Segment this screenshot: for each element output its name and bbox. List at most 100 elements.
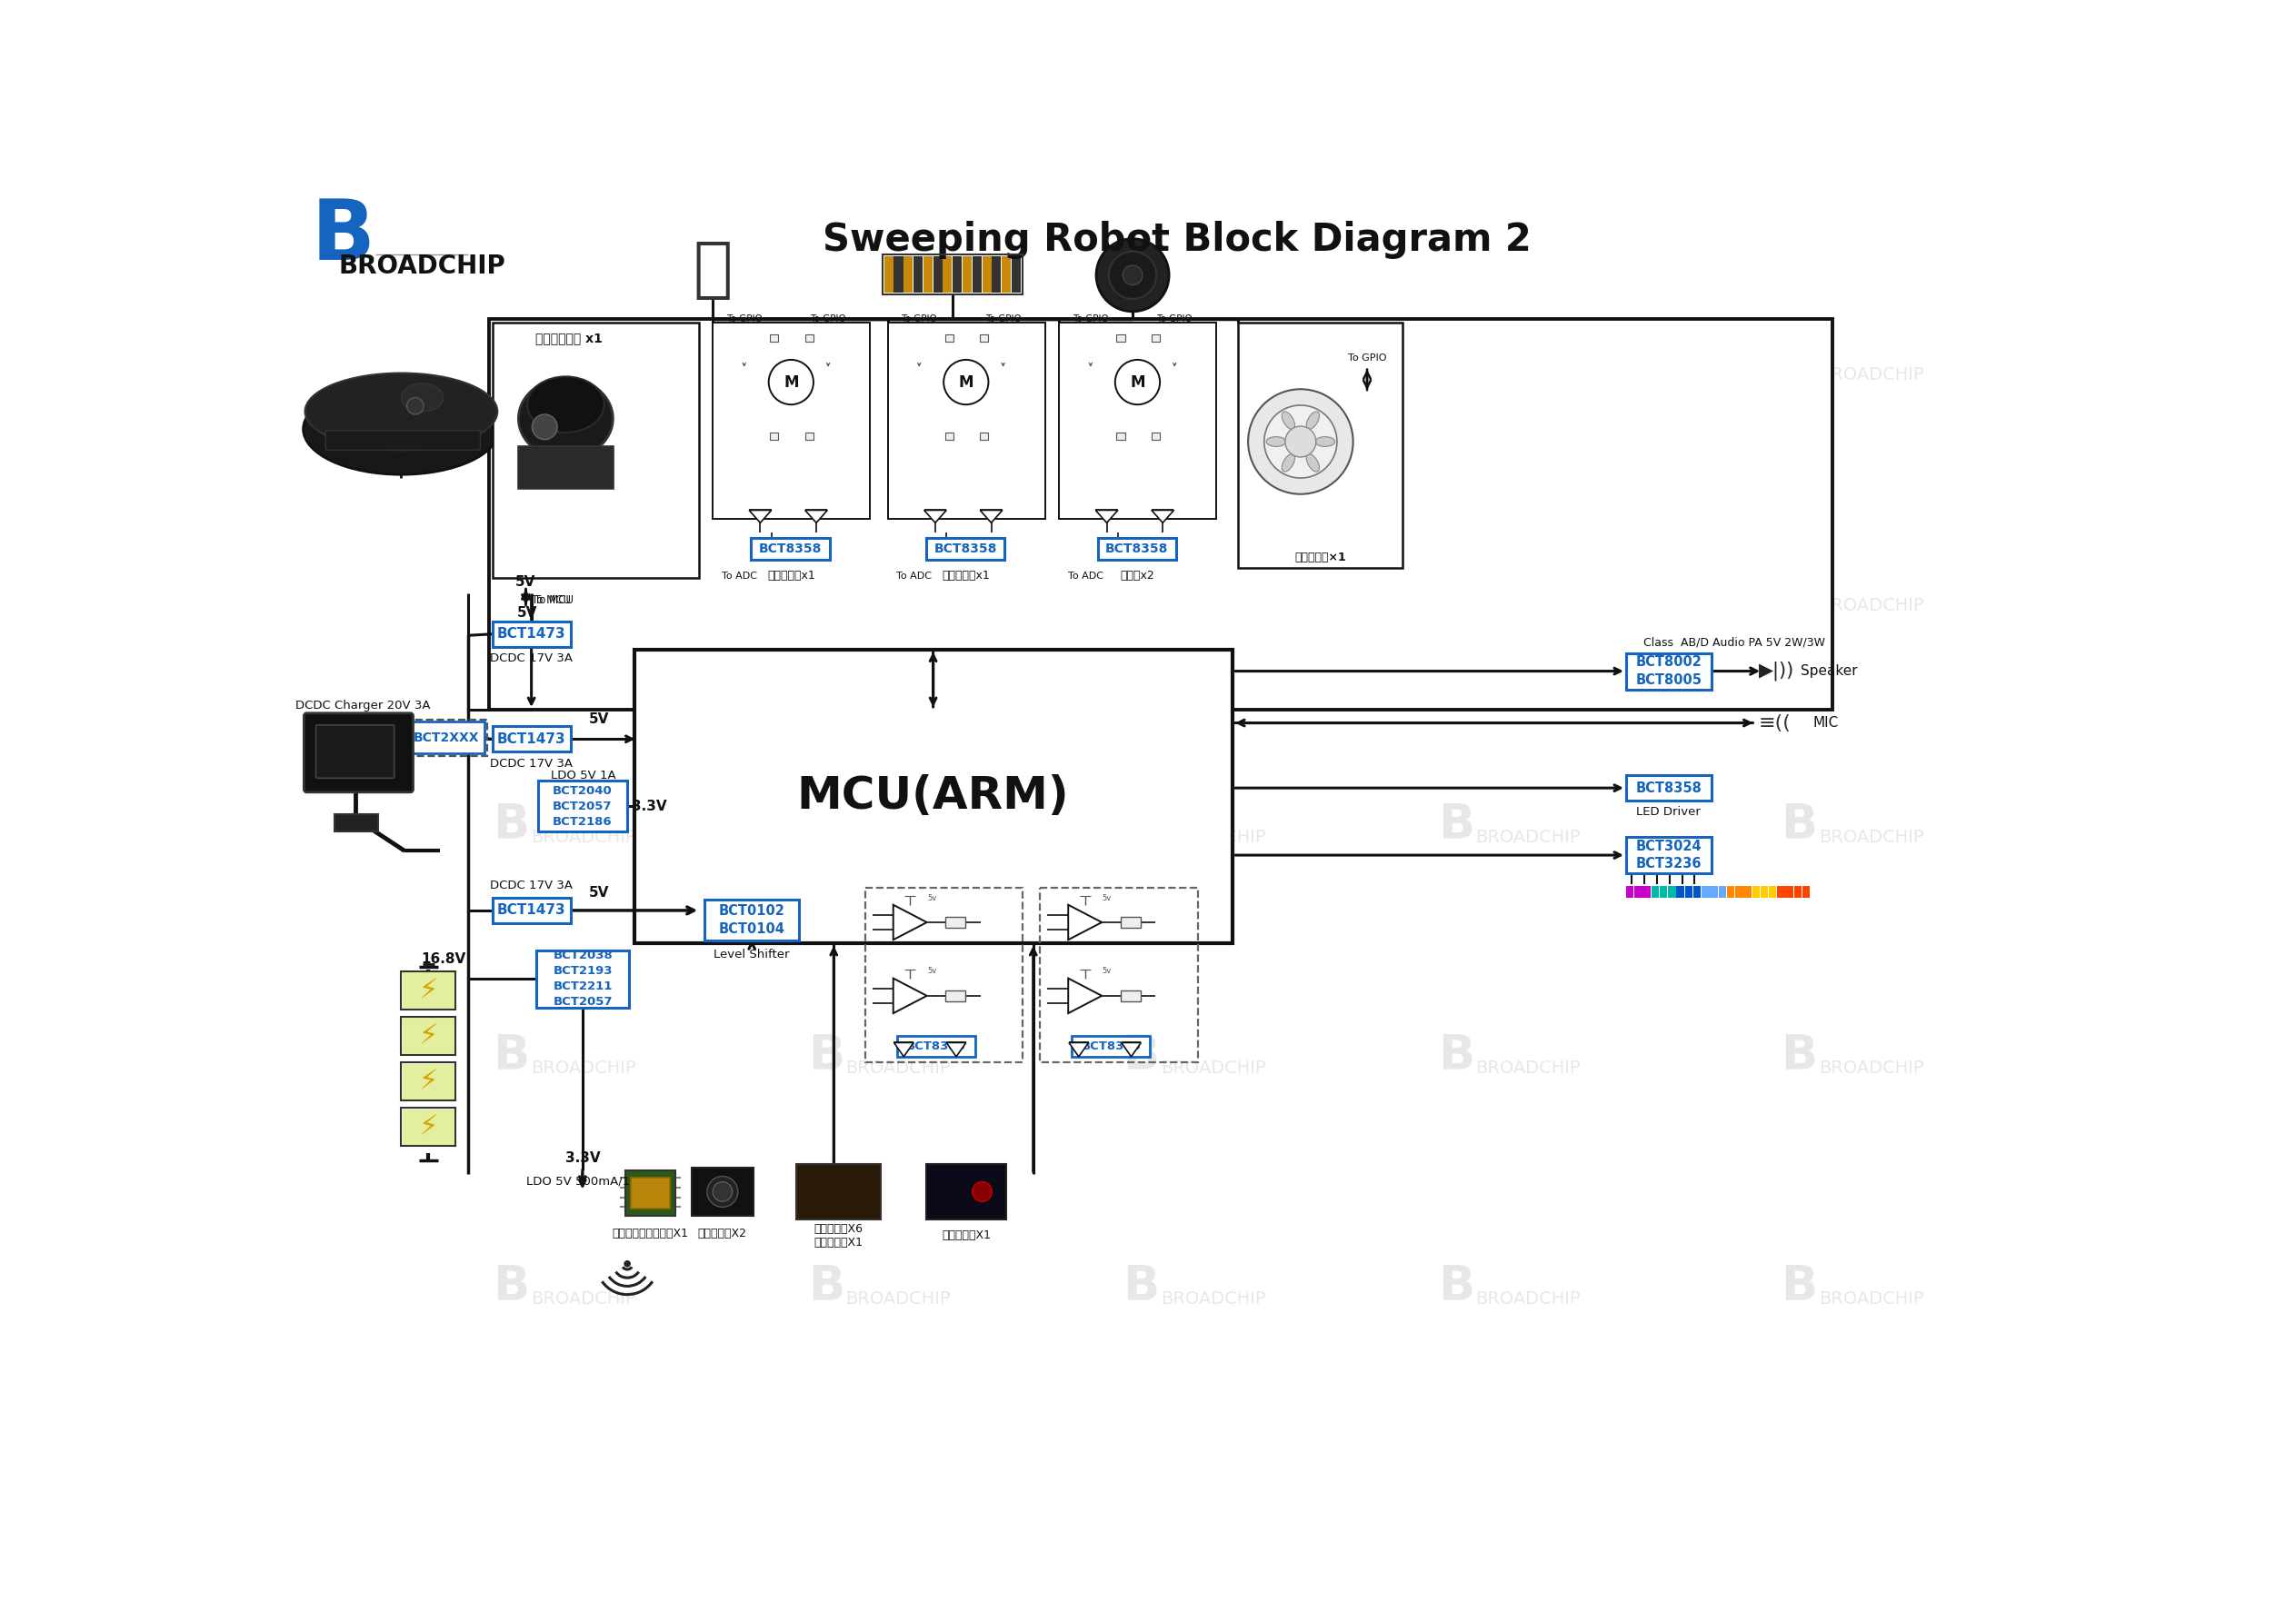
- Text: Sweeping Robot Block Diagram 2: Sweeping Robot Block Diagram 2: [822, 221, 1531, 260]
- Text: BCT8358: BCT8358: [934, 542, 996, 555]
- Text: 防礴绕洁帟x1: 防礴绕洁帟x1: [941, 569, 990, 582]
- Circle shape: [971, 1182, 992, 1202]
- FancyBboxPatch shape: [1013, 256, 1022, 292]
- FancyBboxPatch shape: [1717, 886, 1727, 899]
- Ellipse shape: [1316, 436, 1334, 446]
- FancyBboxPatch shape: [402, 1108, 457, 1147]
- FancyBboxPatch shape: [402, 1019, 455, 1054]
- Text: To GPIO: To GPIO: [1348, 354, 1387, 362]
- Text: 5v: 5v: [928, 967, 937, 975]
- FancyBboxPatch shape: [923, 256, 932, 292]
- Text: BCT2XXX: BCT2XXX: [413, 732, 480, 744]
- Text: BCT3024
BCT3236: BCT3024 BCT3236: [1635, 839, 1701, 871]
- Text: 5V: 5V: [517, 607, 537, 620]
- Text: 行走轮x2: 行走轮x2: [1120, 569, 1155, 582]
- Text: B: B: [1782, 1032, 1816, 1079]
- Polygon shape: [1068, 978, 1102, 1014]
- Text: LDO 5V 1A: LDO 5V 1A: [551, 769, 615, 782]
- Text: 5v: 5v: [1102, 894, 1111, 902]
- FancyBboxPatch shape: [806, 334, 813, 342]
- Text: BCT8002
BCT8005: BCT8002 BCT8005: [1635, 655, 1701, 688]
- Text: Class  AB/D Audio PA 5V 2W/3W: Class AB/D Audio PA 5V 2W/3W: [1644, 636, 1825, 649]
- Polygon shape: [980, 511, 1003, 522]
- FancyBboxPatch shape: [1626, 886, 1635, 899]
- Text: LED Driver: LED Driver: [1637, 806, 1701, 817]
- Text: BROADCHIP: BROADCHIP: [530, 597, 636, 615]
- Text: BROADCHIP: BROADCHIP: [1476, 597, 1580, 615]
- Text: To GPIO: To GPIO: [726, 315, 762, 324]
- FancyBboxPatch shape: [971, 256, 980, 292]
- FancyBboxPatch shape: [317, 725, 395, 779]
- Text: BCT2038
BCT2193
BCT2211
BCT2057: BCT2038 BCT2193 BCT2211 BCT2057: [553, 950, 613, 1007]
- FancyBboxPatch shape: [402, 1109, 455, 1145]
- Text: BROADCHIP: BROADCHIP: [1159, 367, 1265, 384]
- FancyBboxPatch shape: [1736, 886, 1743, 899]
- FancyBboxPatch shape: [402, 1062, 457, 1101]
- FancyBboxPatch shape: [1153, 334, 1159, 342]
- Text: 5V: 5V: [588, 886, 608, 900]
- FancyBboxPatch shape: [1701, 886, 1708, 899]
- Text: To GPIO: To GPIO: [1157, 315, 1192, 324]
- Text: BROADCHIP: BROADCHIP: [845, 1059, 951, 1077]
- Text: 跌落传感器X6
沿墙传感器X1: 跌落传感器X6 沿墙传感器X1: [815, 1223, 863, 1249]
- Circle shape: [944, 360, 990, 404]
- Text: ⚹: ⚹: [693, 238, 732, 302]
- Ellipse shape: [305, 373, 498, 449]
- FancyBboxPatch shape: [1626, 775, 1711, 801]
- Text: BCT1473: BCT1473: [496, 732, 565, 746]
- FancyBboxPatch shape: [806, 433, 813, 440]
- Text: 防礴绕洁帟x1: 防礴绕洁帟x1: [767, 569, 815, 582]
- FancyBboxPatch shape: [932, 256, 941, 292]
- Text: B: B: [1782, 801, 1816, 848]
- Text: BROADCHIP: BROADCHIP: [530, 1289, 636, 1307]
- FancyBboxPatch shape: [631, 1178, 670, 1208]
- FancyBboxPatch shape: [1651, 886, 1660, 899]
- FancyBboxPatch shape: [1153, 433, 1159, 440]
- FancyBboxPatch shape: [946, 433, 953, 440]
- FancyBboxPatch shape: [944, 256, 953, 292]
- Text: BCT1473: BCT1473: [496, 628, 565, 641]
- FancyBboxPatch shape: [905, 256, 914, 292]
- Text: ⚡: ⚡: [418, 1114, 439, 1140]
- Ellipse shape: [1281, 412, 1295, 430]
- Polygon shape: [1120, 1043, 1141, 1056]
- Text: Speaker: Speaker: [1800, 665, 1857, 678]
- FancyBboxPatch shape: [1793, 886, 1802, 899]
- FancyBboxPatch shape: [491, 323, 698, 577]
- Text: 5v: 5v: [928, 894, 937, 902]
- FancyBboxPatch shape: [1097, 537, 1176, 560]
- Text: DCDC 17V 3A: DCDC 17V 3A: [489, 881, 572, 892]
- Circle shape: [1095, 238, 1169, 311]
- Text: BROADCHIP: BROADCHIP: [1159, 1289, 1265, 1307]
- Text: BROADCHIP: BROADCHIP: [340, 253, 505, 279]
- FancyBboxPatch shape: [884, 256, 893, 292]
- FancyBboxPatch shape: [953, 256, 962, 292]
- Text: B: B: [1123, 1262, 1159, 1311]
- FancyBboxPatch shape: [691, 1168, 753, 1216]
- FancyBboxPatch shape: [1667, 886, 1676, 899]
- FancyBboxPatch shape: [898, 1036, 976, 1056]
- Text: B: B: [312, 196, 374, 277]
- Circle shape: [707, 1176, 737, 1207]
- FancyBboxPatch shape: [705, 900, 799, 941]
- Text: BROADCHIP: BROADCHIP: [1159, 597, 1265, 615]
- FancyBboxPatch shape: [406, 722, 484, 754]
- Text: BCT8358: BCT8358: [1081, 1040, 1141, 1053]
- Text: BCT1473: BCT1473: [496, 903, 565, 916]
- Text: B: B: [1123, 569, 1159, 616]
- FancyBboxPatch shape: [1626, 654, 1711, 689]
- FancyBboxPatch shape: [1058, 323, 1217, 519]
- FancyBboxPatch shape: [1752, 886, 1759, 899]
- FancyBboxPatch shape: [712, 323, 870, 519]
- Text: M: M: [1130, 375, 1146, 391]
- Text: M: M: [957, 375, 974, 391]
- FancyBboxPatch shape: [946, 989, 964, 1001]
- FancyBboxPatch shape: [537, 780, 627, 832]
- Text: To GPIO: To GPIO: [985, 315, 1022, 324]
- FancyBboxPatch shape: [893, 256, 902, 292]
- FancyBboxPatch shape: [1238, 323, 1403, 568]
- FancyBboxPatch shape: [1120, 989, 1141, 1001]
- Text: B: B: [1123, 339, 1159, 386]
- Text: BROADCHIP: BROADCHIP: [1818, 1059, 1924, 1077]
- Text: 回充传感器X1: 回充传感器X1: [941, 1229, 992, 1242]
